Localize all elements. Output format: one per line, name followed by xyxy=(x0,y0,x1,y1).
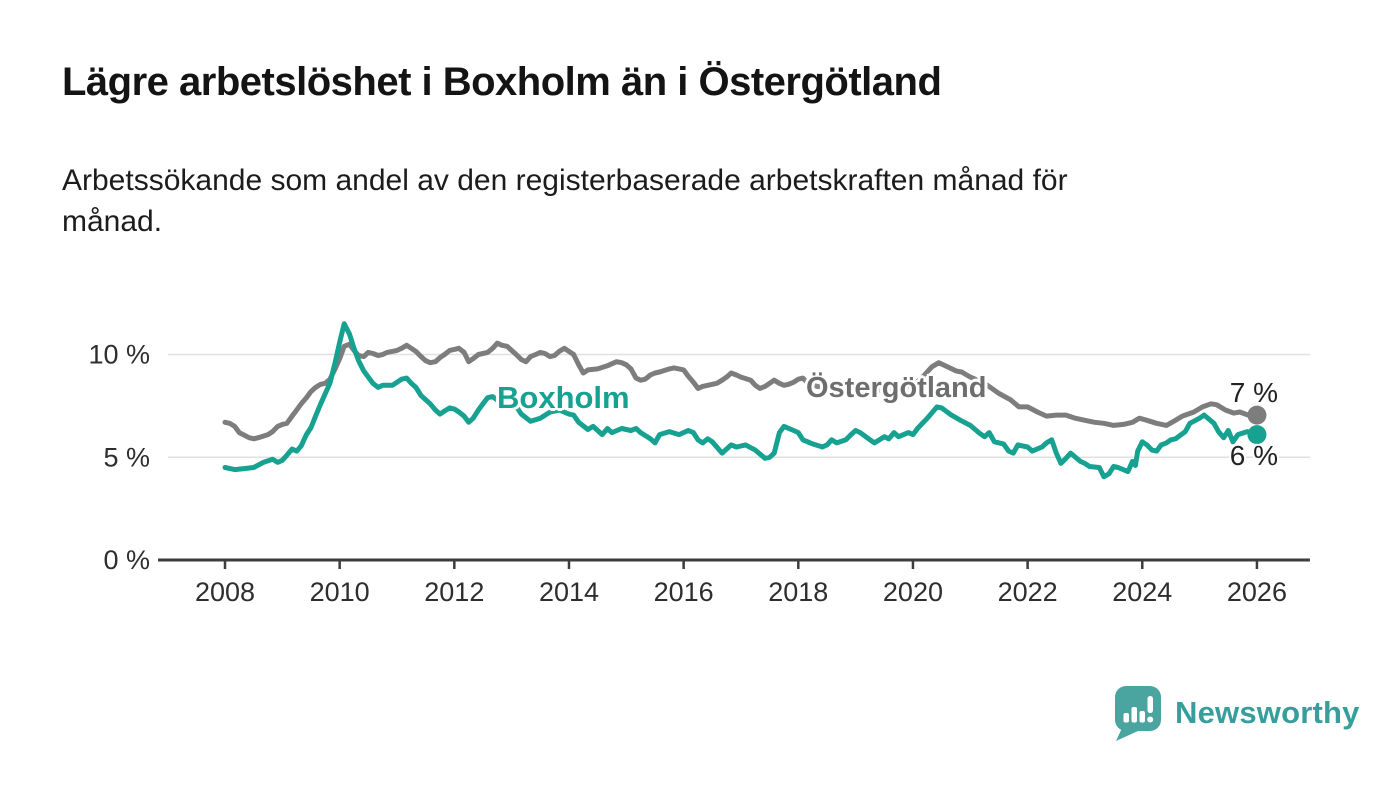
x-axis-label: 2016 xyxy=(654,577,714,607)
x-axis-label: 2014 xyxy=(539,577,599,607)
x-axis-label: 2012 xyxy=(424,577,484,607)
x-axis-label: 2024 xyxy=(1112,577,1172,607)
series-label-ostergotland: Östergötland xyxy=(806,372,987,404)
page-title: Lägre arbetslöshet i Boxholm än i Österg… xyxy=(62,60,942,104)
end-value-label-boxholm: 6 % xyxy=(1229,440,1278,471)
y-axis-label: 10 % xyxy=(88,340,150,370)
chart-subtitle: Arbetssökande som andel av den registerb… xyxy=(62,164,1068,239)
newsworthy-logo-icon xyxy=(1115,686,1161,741)
end-value-label-ostergotland: 7 % xyxy=(1229,377,1278,408)
newsworthy-logo-text: Newsworthy xyxy=(1175,695,1360,730)
end-dot-ostergotland xyxy=(1247,405,1267,425)
x-axis-label: 2010 xyxy=(310,577,370,607)
x-axis-label: 2022 xyxy=(998,577,1058,607)
series-line-ostergotland xyxy=(222,340,1260,442)
end-dot-boxholm xyxy=(1247,425,1267,445)
x-axis-label: 2020 xyxy=(883,577,943,607)
y-axis-label: 5 % xyxy=(103,442,150,472)
series-label-boxholm: Boxholm xyxy=(497,380,630,415)
series-line-boxholm xyxy=(222,321,1260,480)
x-axis-label: 2008 xyxy=(195,577,255,607)
x-axis-label: 2018 xyxy=(768,577,828,607)
newsworthy-brand: Newsworthy xyxy=(1112,684,1360,742)
x-axis-label: 2026 xyxy=(1227,577,1287,607)
y-axis-label: 0 % xyxy=(103,545,150,575)
